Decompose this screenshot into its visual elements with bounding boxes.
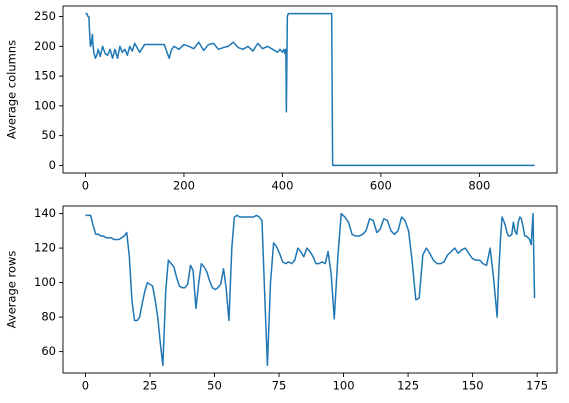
y-tick-label: 80 xyxy=(41,310,56,324)
axes-frame xyxy=(62,205,558,374)
x-tick-label: 400 xyxy=(271,179,293,193)
axes-frame xyxy=(62,5,558,174)
x-tick-label: 0 xyxy=(82,179,89,193)
x-tick-label: 600 xyxy=(370,179,392,193)
y-tick-label: 200 xyxy=(34,39,56,53)
x-tick-label: 200 xyxy=(173,179,195,193)
y-tick-label: 140 xyxy=(34,206,56,220)
y-tick-label: 100 xyxy=(34,275,56,289)
y-axis-label: Average columns xyxy=(5,40,19,139)
x-tick-label: 800 xyxy=(468,179,490,193)
y-axis-label: Average rows xyxy=(5,251,19,329)
x-tick-label: 100 xyxy=(333,379,355,393)
y-tick-label: 120 xyxy=(34,241,56,255)
x-tick-label: 125 xyxy=(397,379,419,393)
x-tick-label: 25 xyxy=(143,379,158,393)
x-tick-label: 175 xyxy=(526,379,548,393)
x-tick-label: 75 xyxy=(272,379,287,393)
y-tick-label: 50 xyxy=(41,128,56,142)
x-tick-label: 50 xyxy=(207,379,222,393)
y-tick-label: 60 xyxy=(41,344,56,358)
x-tick-label: 0 xyxy=(82,379,89,393)
data-line xyxy=(85,212,536,367)
x-tick-label: 150 xyxy=(462,379,484,393)
y-tick-label: 250 xyxy=(34,9,56,23)
data-line xyxy=(85,12,535,167)
y-tick-label: 0 xyxy=(49,158,56,172)
y-tick-label: 150 xyxy=(34,69,56,83)
y-tick-label: 100 xyxy=(34,98,56,112)
